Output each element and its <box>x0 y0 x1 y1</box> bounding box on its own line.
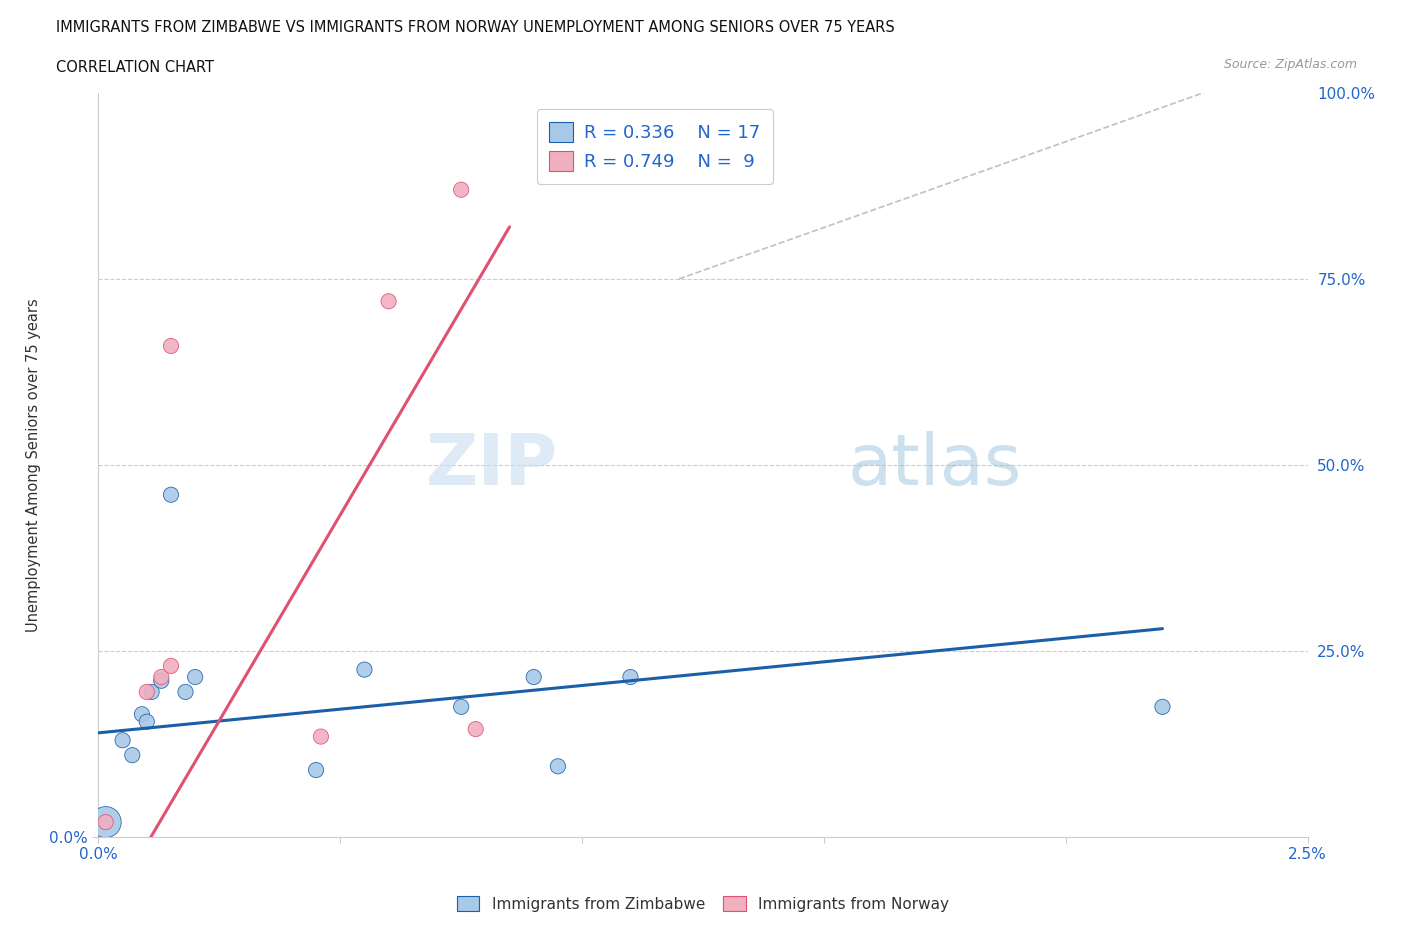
Text: ZIP: ZIP <box>426 431 558 499</box>
Point <box>353 662 375 677</box>
Point <box>160 487 183 502</box>
Point <box>150 670 173 684</box>
Point <box>111 733 134 748</box>
Point <box>1152 699 1174 714</box>
Point <box>464 722 486 737</box>
Legend: R = 0.336    N = 17, R = 0.749    N =  9: R = 0.336 N = 17, R = 0.749 N = 9 <box>537 110 772 183</box>
Point <box>135 714 157 729</box>
Point <box>160 339 183 353</box>
Y-axis label: Unemployment Among Seniors over 75 years: Unemployment Among Seniors over 75 years <box>25 299 41 631</box>
Point <box>450 699 472 714</box>
Point <box>309 729 332 744</box>
Point <box>184 670 207 684</box>
Point <box>174 684 197 699</box>
Legend: Immigrants from Zimbabwe, Immigrants from Norway: Immigrants from Zimbabwe, Immigrants fro… <box>450 889 956 918</box>
Point <box>131 707 153 722</box>
Point <box>619 670 641 684</box>
Text: Source: ZipAtlas.com: Source: ZipAtlas.com <box>1223 58 1357 71</box>
Point <box>94 815 117 830</box>
Point <box>450 182 472 197</box>
Text: atlas: atlas <box>848 431 1022 499</box>
Point <box>141 684 163 699</box>
Text: IMMIGRANTS FROM ZIMBABWE VS IMMIGRANTS FROM NORWAY UNEMPLOYMENT AMONG SENIORS OV: IMMIGRANTS FROM ZIMBABWE VS IMMIGRANTS F… <box>56 20 896 35</box>
Point <box>94 815 117 830</box>
Point <box>135 684 157 699</box>
Point <box>305 763 328 777</box>
Point <box>121 748 143 763</box>
Point <box>160 658 183 673</box>
Point <box>377 294 399 309</box>
Point <box>523 670 546 684</box>
Point <box>150 673 173 688</box>
Point <box>547 759 569 774</box>
Text: CORRELATION CHART: CORRELATION CHART <box>56 60 214 75</box>
